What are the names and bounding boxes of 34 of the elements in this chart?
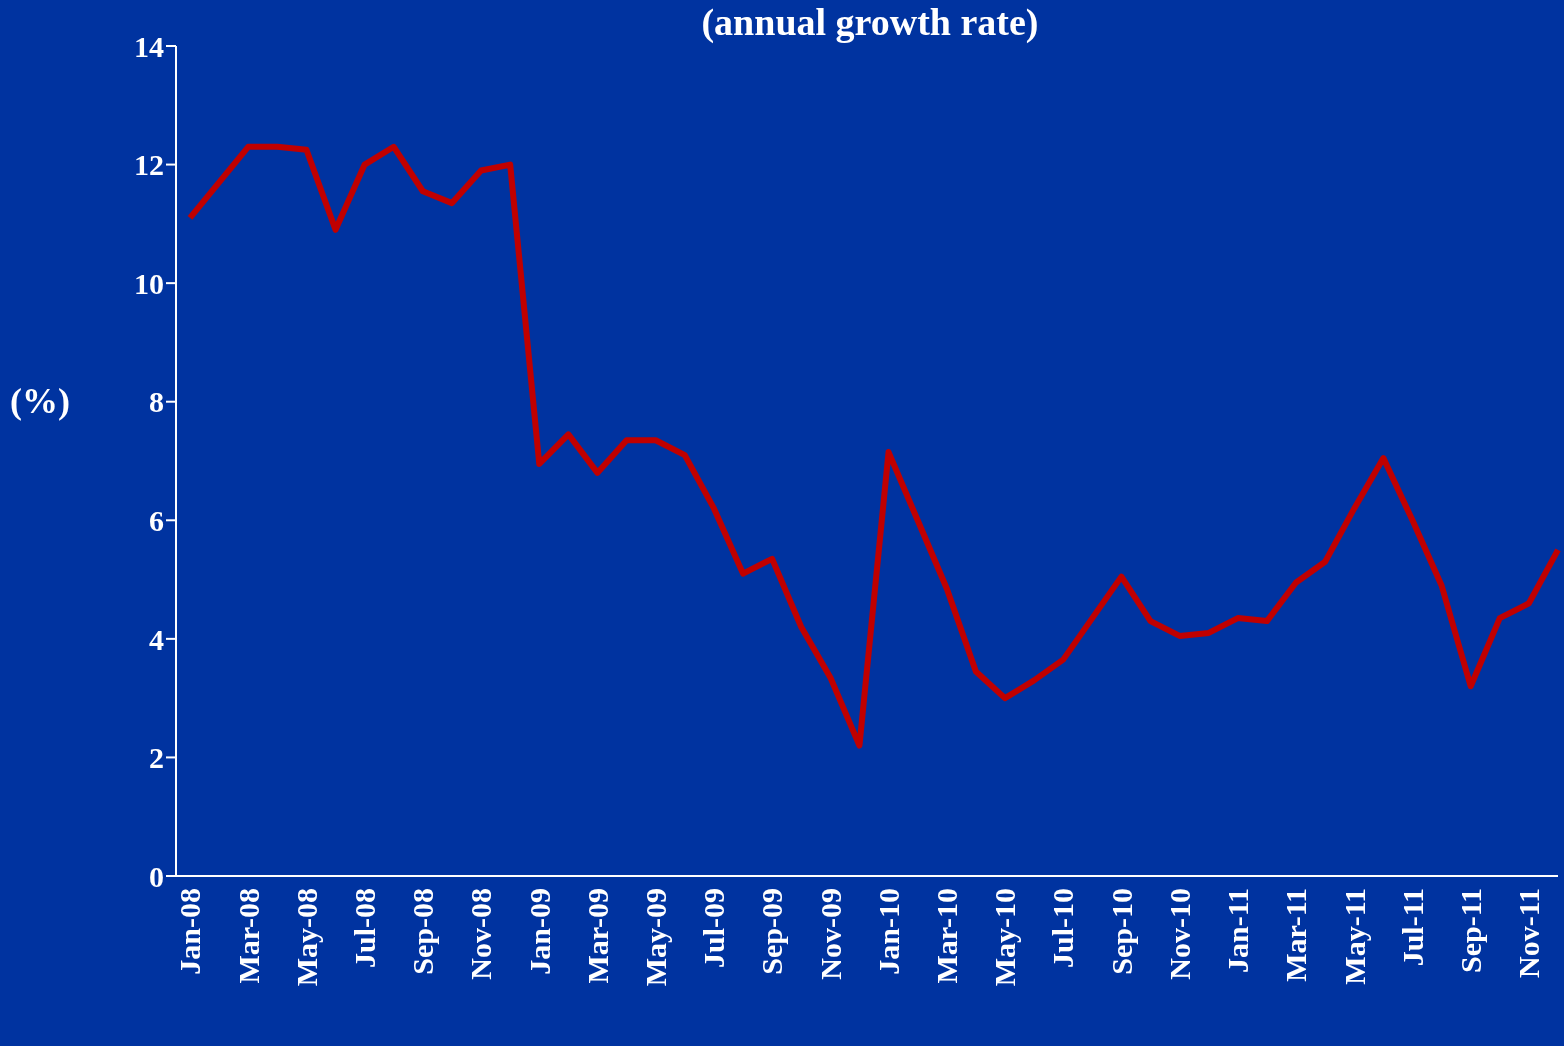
y-tick-label: 2: [149, 741, 164, 775]
x-tick-label: May-10: [988, 888, 1022, 987]
x-tick-label: Nov-09: [813, 888, 847, 980]
y-tick-label: 14: [134, 29, 164, 63]
y-tick-label: 8: [149, 385, 164, 419]
chart-title: (annual growth rate): [700, 0, 1040, 44]
y-axis-title: (%): [10, 380, 70, 422]
x-tick-label: Jan-11: [1221, 888, 1255, 974]
y-tick-label: 6: [149, 503, 164, 537]
x-tick-label: Jul-11: [1395, 888, 1429, 967]
y-tick-label: 10: [134, 266, 164, 300]
x-tick-label: Jul-09: [697, 888, 731, 969]
x-tick-label: May-08: [289, 888, 323, 987]
x-tick-label: Nov-10: [1162, 888, 1196, 980]
x-tick-label: Jan-09: [522, 888, 556, 975]
x-tick-label: May-09: [639, 888, 672, 987]
x-tick-label: May-11: [1337, 888, 1371, 985]
x-tick-label: Jul-08: [347, 888, 381, 969]
x-tick-label: Sep-08: [406, 888, 440, 975]
x-tick-label: Jul-10: [1046, 888, 1080, 969]
x-tick-label: Mar-10: [930, 888, 964, 984]
x-tick-label: Nov-11: [1512, 888, 1546, 978]
y-tick-label: 4: [149, 622, 164, 656]
y-tick-label: 0: [149, 859, 164, 893]
x-tick-label: Sep-09: [755, 888, 789, 975]
x-tick-label: Jan-08: [173, 888, 207, 975]
x-tick-label: Nov-08: [464, 888, 498, 980]
x-tick-label: Jan-10: [871, 888, 905, 975]
x-tick-label: Mar-11: [1279, 888, 1313, 982]
x-tick-label: Sep-11: [1453, 888, 1487, 974]
x-tick-label: Mar-08: [231, 888, 265, 984]
y-tick-label: 12: [134, 148, 164, 182]
x-tick-label: Sep-10: [1104, 888, 1138, 975]
x-tick-label: Mar-09: [580, 888, 614, 984]
